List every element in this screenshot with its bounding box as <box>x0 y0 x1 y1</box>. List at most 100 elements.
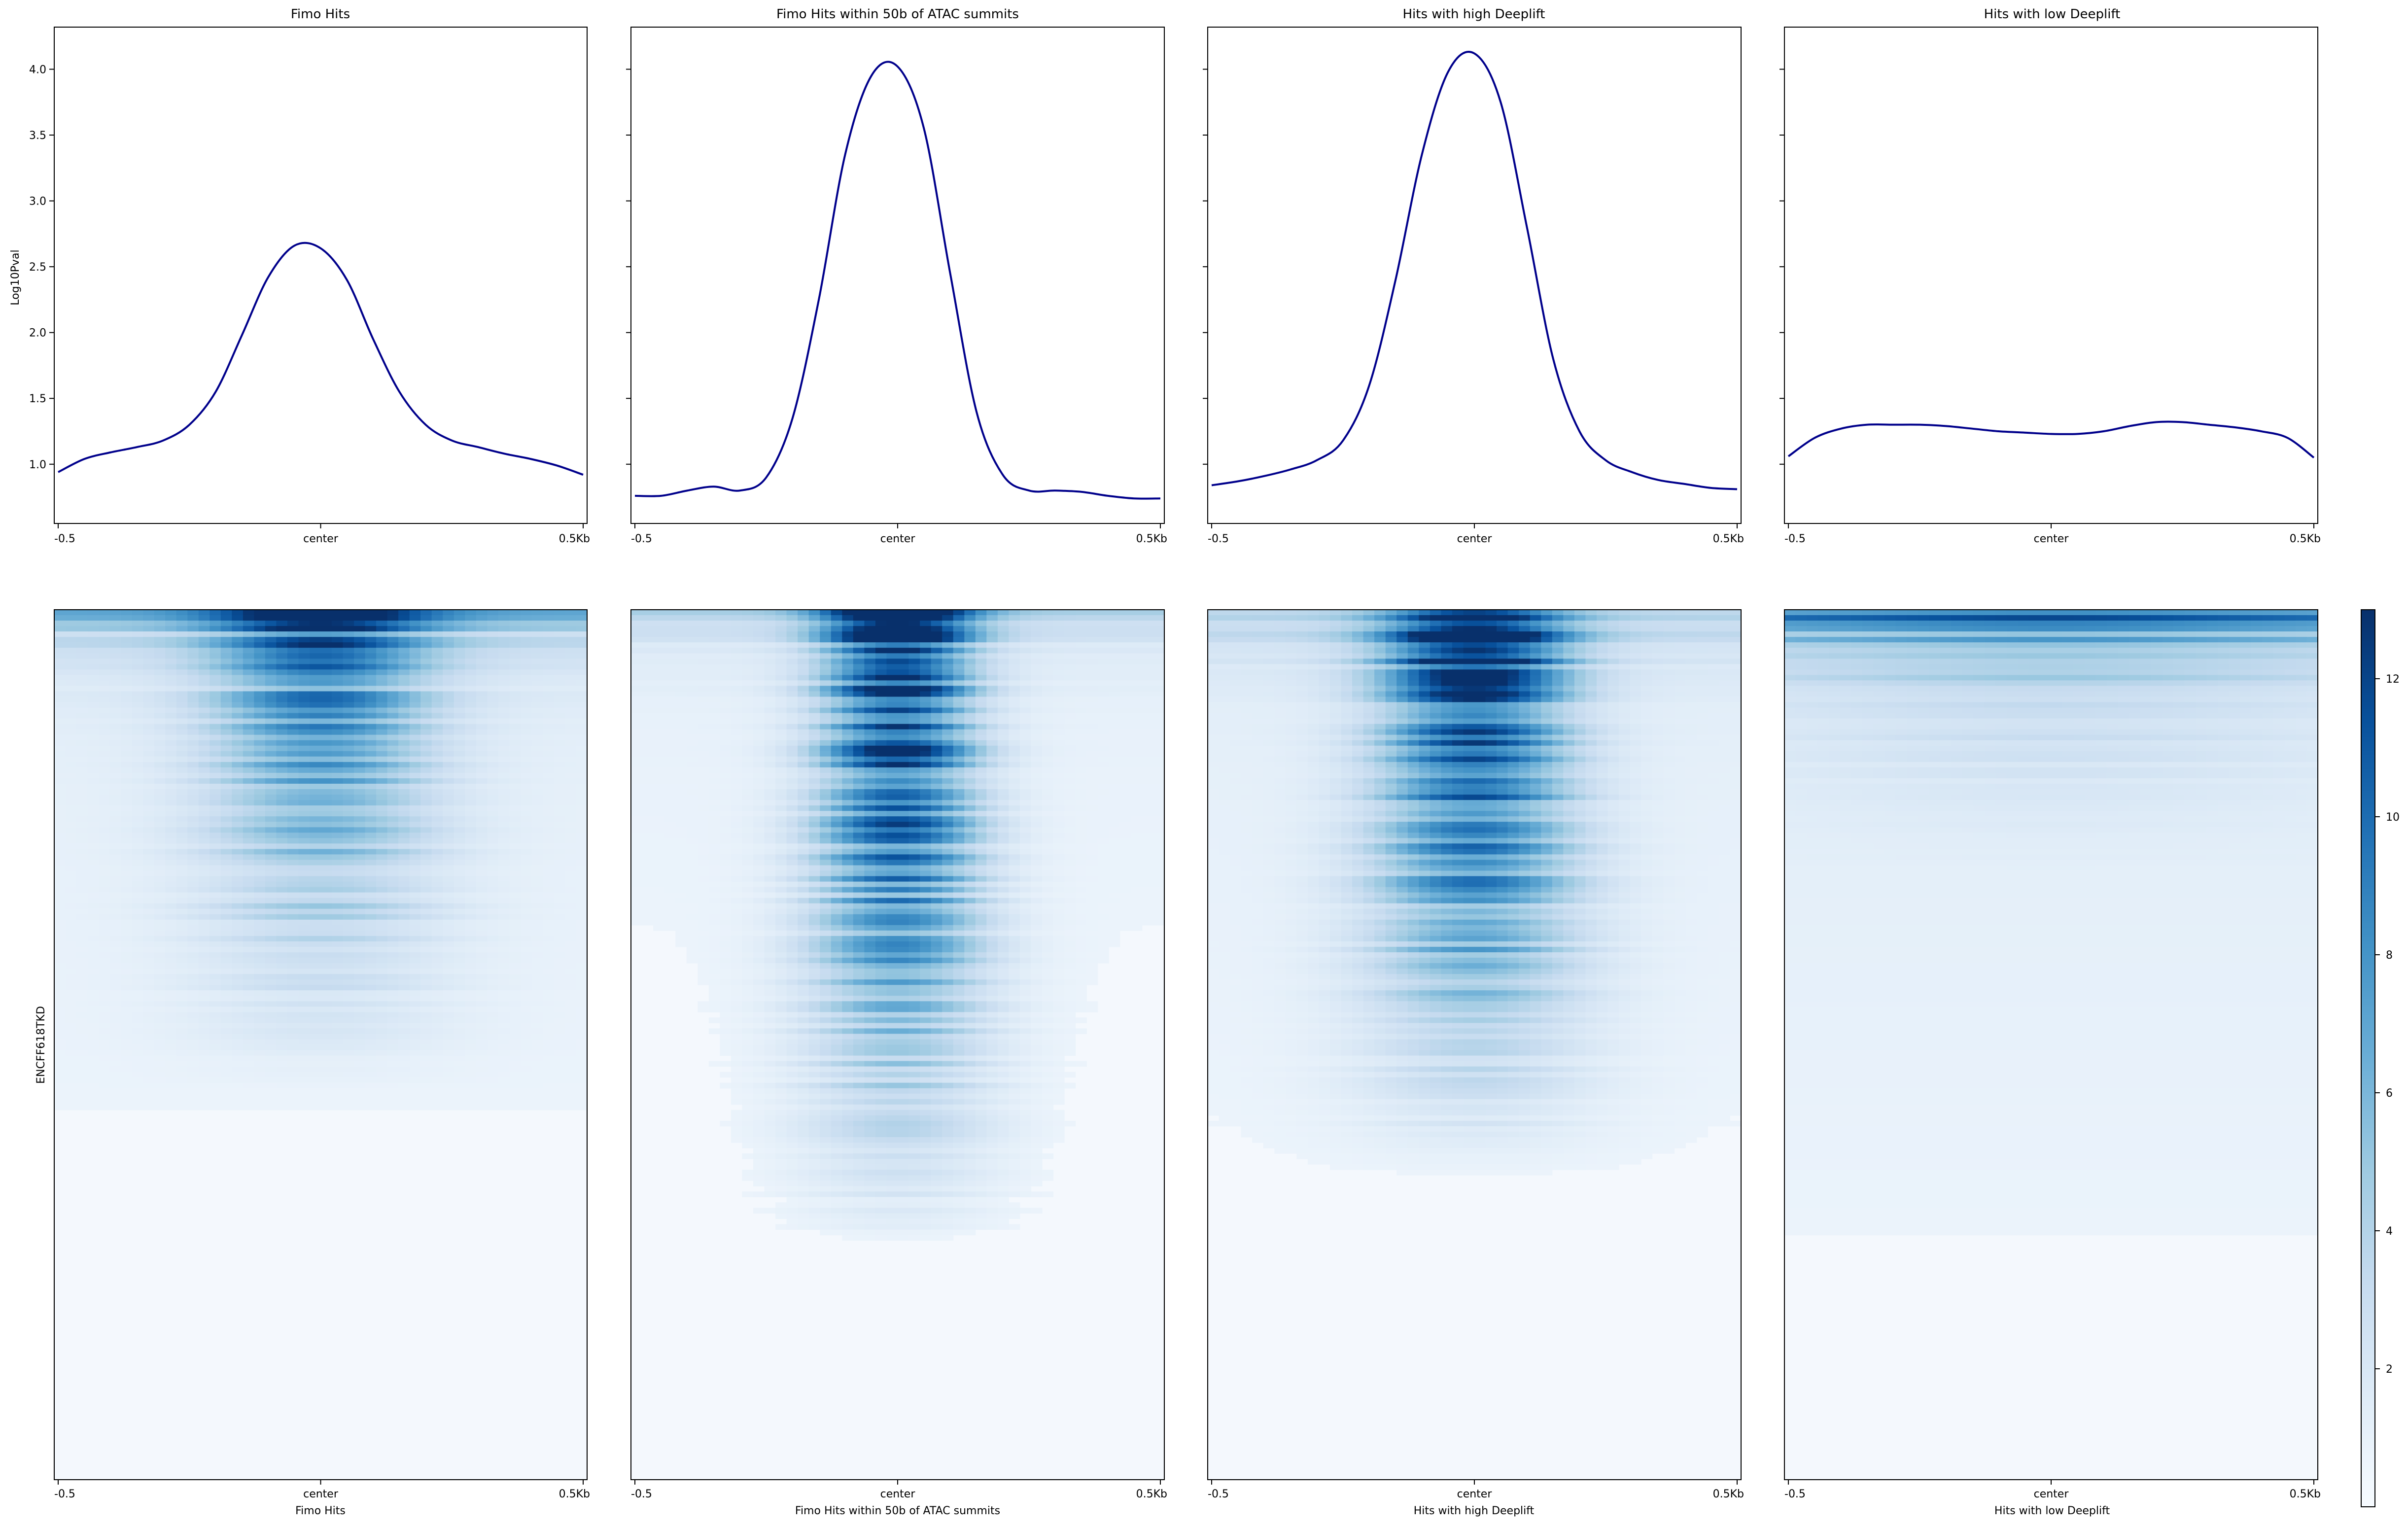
heatmap-cell <box>332 648 344 654</box>
heatmap-cell <box>498 865 510 871</box>
heatmap-cell <box>298 996 310 1002</box>
heatmap-cell <box>398 1088 410 1094</box>
heatmap-cell <box>431 610 443 616</box>
heatmap-cell <box>254 686 266 692</box>
heatmap-cell <box>975 659 987 664</box>
heatmap-cell <box>886 642 898 648</box>
heatmap-cell <box>287 637 299 643</box>
heatmap-cell <box>409 762 421 768</box>
heatmap-cell <box>354 686 366 692</box>
heatmap-cell <box>132 1077 143 1083</box>
heatmap-cell <box>198 1039 210 1045</box>
heatmap-cell <box>99 789 110 795</box>
heatmap-cell <box>565 843 577 849</box>
heatmap-cell <box>287 707 299 714</box>
heatmap-cell <box>420 675 432 681</box>
heatmap-cell <box>542 675 554 681</box>
heatmap-cell <box>1142 631 1153 637</box>
heatmap-cell <box>343 642 354 648</box>
heatmap-cell <box>320 1088 332 1094</box>
heatmap-cell <box>454 762 465 768</box>
heatmap-cell <box>431 680 443 686</box>
heatmap-cell <box>243 843 254 849</box>
heatmap-cell <box>476 914 488 920</box>
heatmap-cell <box>443 626 454 632</box>
heatmap-cell <box>165 903 177 909</box>
heatmap-cell <box>320 1061 332 1067</box>
heatmap-cell <box>121 946 133 953</box>
heatmap-cell <box>154 615 166 621</box>
heatmap-cell <box>498 702 510 708</box>
heatmap-cell <box>209 843 221 849</box>
heatmap-cell <box>143 990 155 996</box>
heatmap-cell <box>298 946 310 953</box>
heatmap-cell <box>864 621 876 626</box>
heatmap-cell <box>243 1012 254 1018</box>
heatmap-cell <box>109 843 121 849</box>
heatmap-cell <box>198 1017 210 1023</box>
heatmap-cell <box>143 729 155 735</box>
heatmap-cell <box>187 979 199 985</box>
heatmap-cell <box>476 816 488 822</box>
heatmap-cell <box>109 1006 121 1012</box>
heatmap-cell <box>454 1023 465 1029</box>
heatmap-cell <box>565 734 577 741</box>
heatmap-cell <box>554 936 565 942</box>
heatmap-cell <box>232 1050 244 1056</box>
heatmap-cell <box>132 1017 143 1023</box>
heatmap-cell <box>87 659 99 664</box>
heatmap-cell <box>220 680 232 686</box>
heatmap-cell <box>576 1044 588 1051</box>
heatmap-cell <box>87 702 99 708</box>
heatmap-cell <box>565 1055 577 1062</box>
heatmap-cell <box>265 838 277 844</box>
heatmap-cell <box>531 898 543 904</box>
heatmap-cell <box>187 925 199 931</box>
heatmap-cell <box>320 724 332 730</box>
heatmap-cell <box>287 865 299 871</box>
heatmap-cell <box>232 881 244 888</box>
heatmap-cell <box>310 784 321 790</box>
heatmap-cell <box>576 860 588 866</box>
heatmap-cell <box>420 1044 432 1051</box>
heatmap-cell <box>1042 637 1054 643</box>
heatmap-cell <box>187 881 199 888</box>
heatmap-cell <box>398 985 410 991</box>
heatmap-cell <box>398 762 410 768</box>
heatmap-cell <box>276 713 288 719</box>
heatmap-cell <box>509 946 521 953</box>
heatmap-cell <box>642 621 654 626</box>
heatmap-cell <box>942 621 954 626</box>
heatmap-cell <box>276 653 288 659</box>
heatmap-cell <box>576 800 588 806</box>
heatmap-cell <box>531 865 543 871</box>
heatmap-cell <box>176 1050 188 1056</box>
heatmap-cell <box>298 843 310 849</box>
heatmap-cell <box>232 626 244 632</box>
heatmap-cell <box>76 936 88 942</box>
heatmap-cell <box>287 740 299 746</box>
heatmap-cell <box>576 713 588 719</box>
heatmap-cell <box>431 1072 443 1078</box>
heatmap-cell <box>343 1034 354 1040</box>
heatmap-cell <box>509 778 521 784</box>
heatmap-cell <box>320 800 332 806</box>
heatmap-cell <box>265 990 277 996</box>
heatmap-cell <box>265 1061 277 1067</box>
heatmap-cell <box>531 740 543 746</box>
heatmap-cell <box>220 1044 232 1051</box>
heatmap-cell <box>310 724 321 730</box>
heatmap-cell <box>498 963 510 969</box>
heatmap-cell <box>287 653 299 659</box>
heatmap-cell <box>132 1055 143 1062</box>
heatmap-cell <box>87 930 99 937</box>
heatmap-cell <box>398 1050 410 1056</box>
heatmap-cell <box>87 1012 99 1018</box>
heatmap-cell <box>176 1017 188 1023</box>
heatmap-cell <box>387 985 399 991</box>
heatmap-cell <box>87 664 99 670</box>
heatmap-cell <box>176 784 188 790</box>
heatmap-cell <box>287 1093 299 1100</box>
heatmap-cell <box>310 892 321 899</box>
heatmap-cell <box>476 1088 488 1094</box>
